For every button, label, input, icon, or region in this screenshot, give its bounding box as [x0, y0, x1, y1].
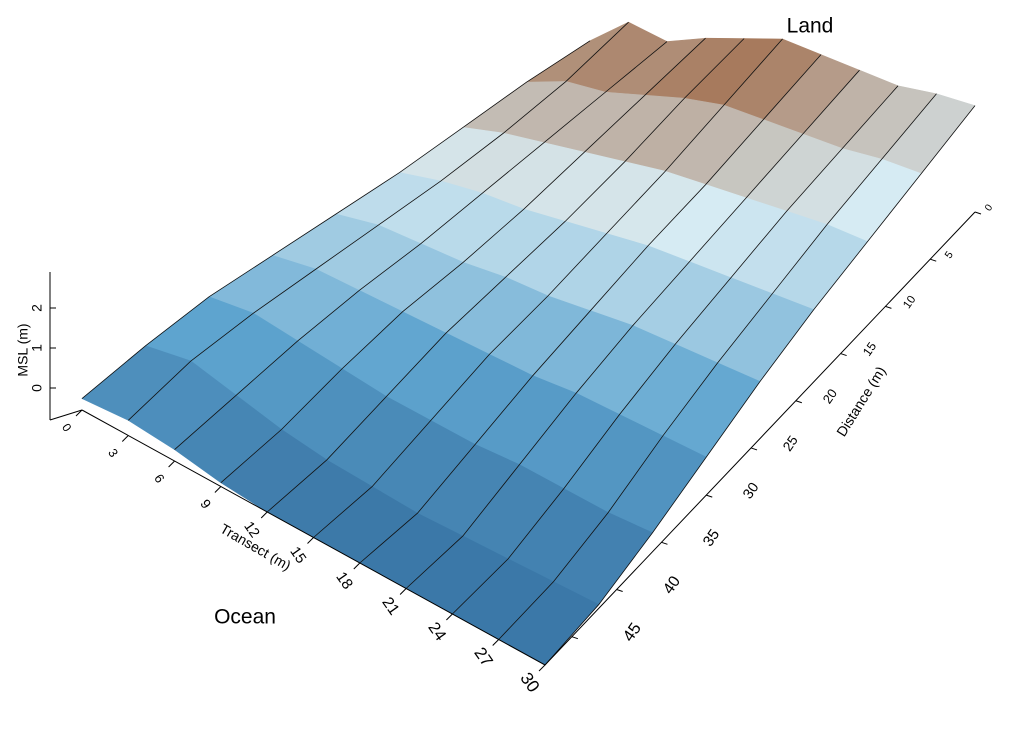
y-tick-label: 20 — [820, 386, 841, 406]
transect-line — [544, 105, 976, 666]
x-tick — [121, 435, 129, 442]
x-tick-label: 21 — [378, 594, 402, 618]
x-tick-label: 27 — [470, 644, 496, 670]
transect-line — [266, 38, 745, 513]
transect-line — [128, 21, 629, 421]
y-tick-label: 15 — [860, 339, 879, 358]
x-tick-label: 12 — [240, 519, 262, 541]
surface — [81, 21, 976, 666]
y-tick-label: 45 — [619, 619, 645, 645]
z-tick-label: 0 — [29, 384, 45, 392]
annotation: Ocean — [214, 606, 276, 629]
transect-line — [405, 69, 860, 589]
z-axis-label: MSL (m) — [15, 323, 31, 376]
transect-line — [359, 54, 822, 564]
z-tick-label: 1 — [29, 344, 45, 352]
y-axis-label: Distance (m) — [833, 363, 889, 439]
y-tick — [616, 589, 623, 592]
transect-line — [174, 41, 668, 450]
transect-line — [313, 38, 783, 538]
transect-line — [220, 37, 706, 484]
x-tick — [168, 460, 175, 468]
y-tick — [974, 211, 982, 215]
x-tick-label: 3 — [105, 446, 120, 460]
y-tick-label: 5 — [943, 249, 956, 261]
y-tick-label: 40 — [660, 573, 684, 597]
x-tick — [214, 486, 222, 493]
annotation: Land — [787, 15, 834, 38]
y-tick — [571, 636, 579, 640]
x-tick-label: 6 — [151, 471, 167, 486]
y-tick-label: 25 — [780, 433, 801, 454]
x-tick-label: 24 — [424, 619, 449, 644]
x-tick — [260, 511, 268, 519]
x-tick — [307, 537, 314, 544]
transect-line — [81, 40, 591, 399]
transect-line — [498, 93, 937, 640]
y-tick — [750, 447, 758, 451]
y-tick — [840, 353, 847, 357]
x-tick-label: 30 — [516, 669, 544, 697]
y-tick-label: 30 — [740, 480, 762, 502]
x-tick — [75, 409, 83, 417]
y-tick — [885, 305, 892, 309]
transect-line — [452, 85, 899, 615]
x-tick-label: 18 — [332, 569, 356, 593]
x-tick-label: 9 — [197, 497, 214, 512]
x-tick — [399, 588, 407, 595]
y-tick-label: 0 — [983, 202, 995, 213]
y-tick — [661, 541, 668, 545]
x-tick — [538, 664, 546, 672]
y-tick — [706, 494, 713, 498]
x-tick — [353, 562, 361, 570]
y-tick — [930, 258, 937, 262]
x-tick-label: 0 — [59, 421, 74, 435]
x-tick — [446, 613, 453, 621]
x-tick — [492, 639, 500, 646]
z-tick-label: 2 — [29, 304, 45, 312]
y-tick — [795, 400, 802, 404]
axis-line — [49, 409, 83, 421]
y-tick-label: 35 — [700, 526, 724, 550]
x-tick-label: 15 — [286, 544, 308, 567]
y-tick-label: 10 — [901, 294, 918, 311]
